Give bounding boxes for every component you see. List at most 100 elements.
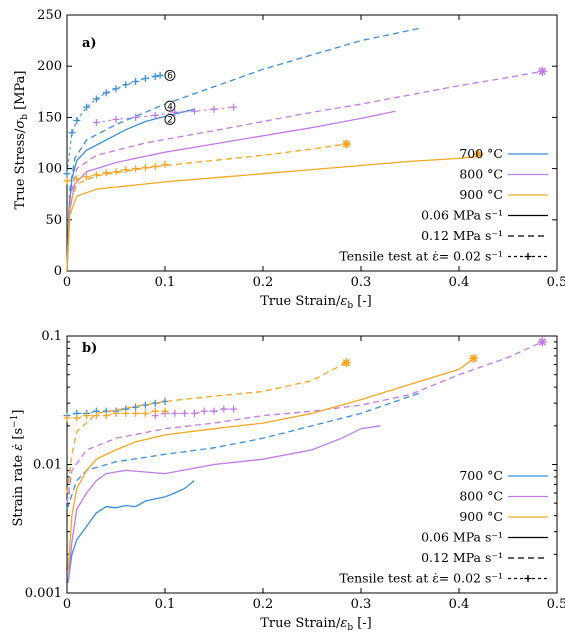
panel-b-xlabel: True Strain/εb [-]: [260, 616, 372, 633]
series-line-c700-solid: [67, 480, 195, 583]
legend-label: 0.12 MPa s⁻¹: [421, 228, 503, 243]
tensile-point-marker: [141, 409, 149, 417]
x-tick-label: 0.1: [155, 597, 176, 612]
tensile-point-marker: [230, 103, 238, 111]
tensile-point-marker: [190, 409, 198, 417]
legend-label: 700 °C: [459, 146, 503, 161]
tensile-point-marker: [102, 412, 110, 420]
failure-star-marker: [474, 149, 484, 159]
tensile-point-marker: [63, 414, 71, 422]
tensile-point-marker: [83, 103, 91, 111]
y-tick-label: 200: [37, 59, 62, 74]
panel-a-xlabel: True Strain/εb [-]: [260, 294, 372, 311]
tensile-point-marker: [68, 129, 76, 137]
series-line-c800-solid: [67, 425, 381, 583]
legend-label: 0.06 MPa s⁻¹: [421, 530, 503, 545]
legend-label: 0.06 MPa s⁻¹: [421, 208, 503, 223]
tensile-point-marker: [73, 175, 81, 183]
tensile-point-marker: [210, 407, 218, 415]
tensile-point-marker: [141, 164, 149, 172]
tensile-point-marker: [220, 405, 228, 413]
tensile-point-marker: [190, 107, 198, 115]
y-tick-label: 0: [54, 264, 62, 279]
x-tick-label: 0.3: [351, 275, 372, 290]
tensile-point-marker: [112, 115, 120, 123]
tensile-point-marker: [132, 78, 140, 86]
legend-label: 900 °C: [459, 509, 503, 524]
tensile-point-marker: [92, 171, 100, 179]
tensile-point-marker: [92, 119, 100, 127]
failure-star-marker: [469, 353, 479, 363]
tensile-point-marker: [83, 173, 91, 181]
x-tick-label: 0: [63, 597, 71, 612]
failure-star-marker: [341, 139, 351, 149]
tensile-point-marker: [132, 165, 140, 173]
legend-label: 800 °C: [459, 489, 503, 504]
x-tick-label: 0.5: [547, 597, 565, 612]
annotation-circle: [164, 113, 176, 125]
tensile-point-marker: [151, 407, 159, 415]
legend-tensile-marker: [524, 575, 532, 582]
failure-star-marker: [537, 337, 547, 347]
y-tick-label: 250: [37, 8, 62, 23]
series-line-c900-solid: [67, 357, 475, 571]
tensile-point-marker: [73, 414, 81, 422]
tensile-point-marker: [151, 163, 159, 171]
legend-label: 700 °C: [459, 468, 503, 483]
series-line-c800-solid: [66, 110, 396, 272]
annotation-number: 4: [167, 102, 173, 112]
tensile-point-marker: [73, 116, 81, 124]
plot-frame-a: [66, 14, 558, 272]
annotation-number: 6: [167, 72, 173, 82]
x-tick-label: 0: [63, 275, 71, 290]
y-tick-label: 0.01: [33, 458, 62, 473]
panel-a: a) True Strain/εb [-] True Stress/σb [MP…: [13, 8, 565, 311]
tensile-point-marker: [92, 95, 100, 103]
x-tick-label: 0.5: [547, 275, 565, 290]
tensile-point-marker: [161, 161, 169, 169]
x-tick-label: 0.1: [155, 275, 176, 290]
failure-star-marker: [341, 358, 351, 368]
y-tick-label: 0.1: [41, 329, 62, 344]
tensile-point-marker: [112, 85, 120, 93]
tensile-point-marker: [83, 412, 91, 420]
x-tick-label: 0.4: [449, 275, 470, 290]
tensile-point-marker: [92, 412, 100, 420]
annotation-circle: [164, 69, 176, 81]
tensile-point-marker: [63, 170, 71, 178]
panel-b-ylabel: Strain rate ε̇ [s−1]: [10, 409, 26, 526]
legend-label: 0.12 MPa s⁻¹: [421, 550, 503, 565]
x-tick-label: 0.3: [351, 597, 372, 612]
tensile-point-marker: [132, 403, 140, 411]
legend-label: 900 °C: [459, 187, 503, 202]
series-line-c700-dashed: [66, 392, 421, 510]
x-tick-label: 0.2: [253, 597, 274, 612]
series-line-c800-dashed: [66, 341, 543, 504]
legend-label: Tensile test at ε̇= 0.02 s⁻¹: [339, 249, 503, 264]
tensile-point-marker: [151, 111, 159, 119]
series-line-c900-dashed: [66, 362, 347, 494]
tensile-point-marker: [210, 105, 218, 113]
y-tick-label: 150: [37, 110, 62, 125]
failure-star-marker: [537, 66, 547, 76]
tensile-point-marker: [141, 74, 149, 82]
legend-label: Tensile test at ε̇= 0.02 s⁻¹: [339, 571, 503, 586]
tensile-point-marker: [122, 166, 130, 174]
panel-a-label: a): [82, 36, 97, 51]
legend-label: 800 °C: [459, 167, 503, 182]
tensile-point-marker: [132, 113, 140, 121]
tensile-point-marker: [102, 169, 110, 177]
annotation-number: 2: [167, 116, 173, 126]
series-line-c800-dashed: [66, 70, 543, 272]
tensile-point-marker: [171, 108, 179, 116]
tensile-point-marker: [156, 71, 164, 79]
tensile-point-marker: [230, 405, 238, 413]
series-line-c900-dashed: [66, 143, 347, 272]
tensile-point-marker: [141, 401, 149, 409]
y-tick-label: 100: [37, 162, 62, 177]
annotation-circle: [164, 100, 176, 112]
tensile-point-marker: [63, 177, 71, 185]
tensile-point-marker: [132, 409, 140, 417]
series-line-c700-tensile: [66, 74, 161, 174]
y-tick-label: 50: [45, 213, 62, 228]
